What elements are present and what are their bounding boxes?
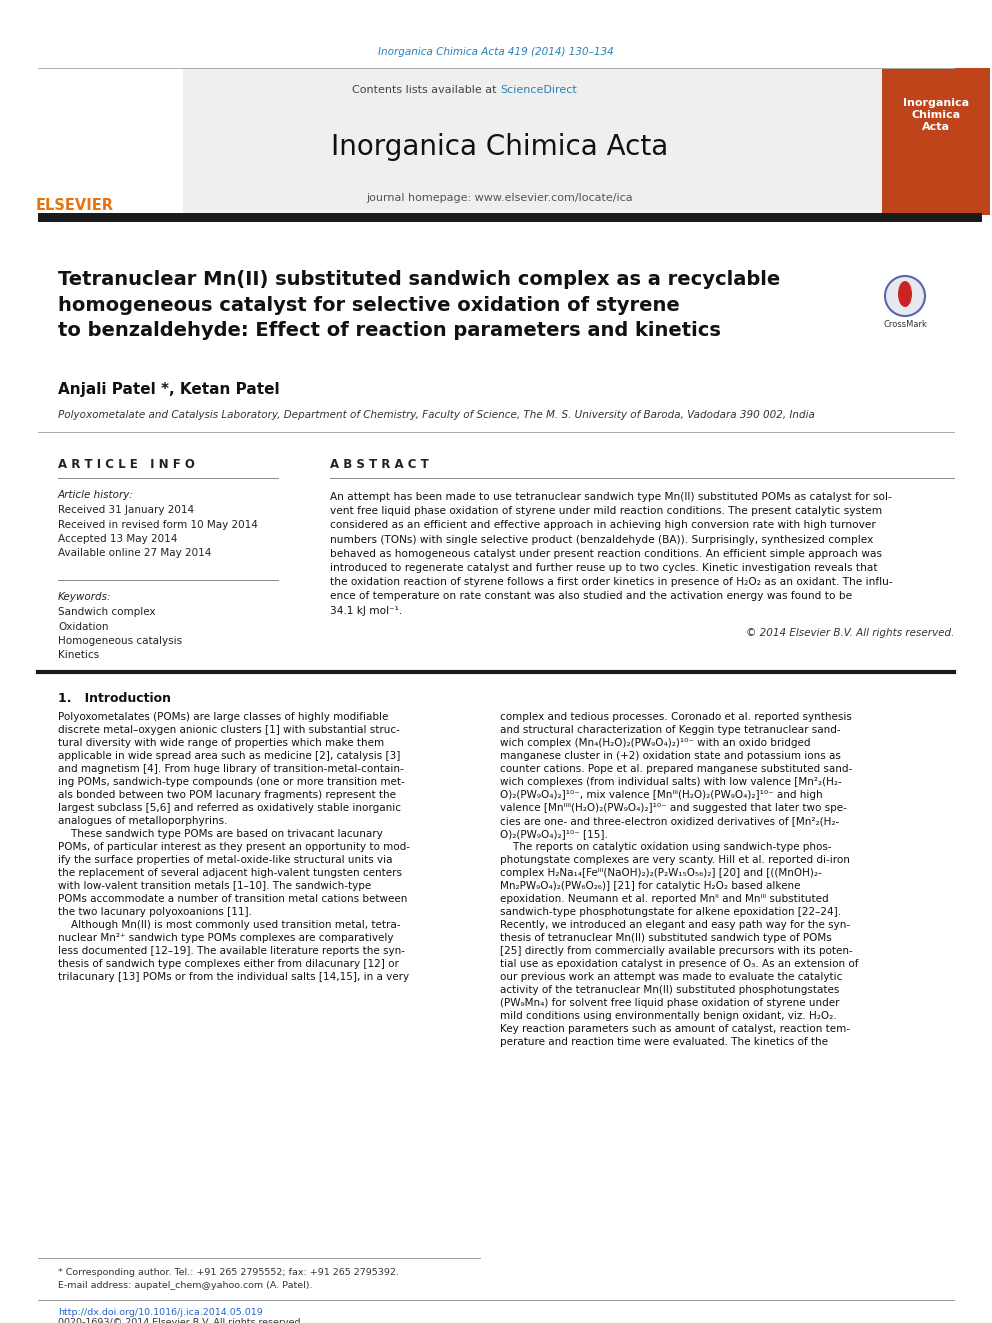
Text: O)₂(PW₉O₄)₂]¹⁰⁻ [15].: O)₂(PW₉O₄)₂]¹⁰⁻ [15]. <box>500 830 608 839</box>
Text: ence of temperature on rate constant was also studied and the activation energy : ence of temperature on rate constant was… <box>330 591 852 602</box>
Text: Inorganica Chimica Acta: Inorganica Chimica Acta <box>331 134 669 161</box>
Text: Polyoxometalate and Catalysis Laboratory, Department of Chemistry, Faculty of Sc: Polyoxometalate and Catalysis Laboratory… <box>58 410 814 419</box>
Text: the oxidation reaction of styrene follows a first order kinetics in presence of : the oxidation reaction of styrene follow… <box>330 577 893 587</box>
Text: tial use as epoxidation catalyst in presence of O₃. As an extension of: tial use as epoxidation catalyst in pres… <box>500 959 858 968</box>
Text: valence [Mnᴵᴵᴵᴵ(H₂O)₂(PW₉O₄)₂]¹⁰⁻ and suggested that later two spe-: valence [Mnᴵᴵᴵᴵ(H₂O)₂(PW₉O₄)₂]¹⁰⁻ and su… <box>500 803 847 814</box>
Text: discrete metal–oxygen anionic clusters [1] with substantial struc-: discrete metal–oxygen anionic clusters [… <box>58 725 400 736</box>
Text: vent free liquid phase oxidation of styrene under mild reaction conditions. The : vent free liquid phase oxidation of styr… <box>330 507 882 516</box>
Text: counter cations. Pope et al. prepared manganese substituted sand-: counter cations. Pope et al. prepared ma… <box>500 763 852 774</box>
Text: 0020-1693/© 2014 Elsevier B.V. All rights reserved.: 0020-1693/© 2014 Elsevier B.V. All right… <box>58 1318 304 1323</box>
Text: our previous work an attempt was made to evaluate the catalytic: our previous work an attempt was made to… <box>500 972 842 982</box>
Text: complex and tedious processes. Coronado et al. reported synthesis: complex and tedious processes. Coronado … <box>500 712 852 722</box>
Text: (PW₉Mn₄) for solvent free liquid phase oxidation of styrene under: (PW₉Mn₄) for solvent free liquid phase o… <box>500 998 839 1008</box>
Text: mild conditions using environmentally benign oxidant, viz. H₂O₂.: mild conditions using environmentally be… <box>500 1011 836 1021</box>
Text: trilacunary [13] POMs or from the individual salts [14,15], in a very: trilacunary [13] POMs or from the indivi… <box>58 972 409 982</box>
Text: and magnetism [4]. From huge library of transition-metal-contain-: and magnetism [4]. From huge library of … <box>58 763 404 774</box>
Bar <box>38 213 982 222</box>
Text: Kinetics: Kinetics <box>58 651 99 660</box>
Text: These sandwich type POMs are based on trivacant lacunary: These sandwich type POMs are based on tr… <box>58 830 383 839</box>
Text: the two lacunary polyoxoanions [11].: the two lacunary polyoxoanions [11]. <box>58 908 252 917</box>
Text: the replacement of several adjacent high-valent tungsten centers: the replacement of several adjacent high… <box>58 868 402 878</box>
Text: Inorganica
Chimica
Acta: Inorganica Chimica Acta <box>903 98 969 132</box>
Bar <box>882 67 990 216</box>
Text: considered as an efficient and effective approach in achieving high conversion r: considered as an efficient and effective… <box>330 520 876 531</box>
Text: Homogeneous catalysis: Homogeneous catalysis <box>58 636 183 646</box>
Text: © 2014 Elsevier B.V. All rights reserved.: © 2014 Elsevier B.V. All rights reserved… <box>746 628 954 638</box>
Text: manganese cluster in (+2) oxidation state and potassium ions as: manganese cluster in (+2) oxidation stat… <box>500 751 841 761</box>
Text: applicable in wide spread area such as medicine [2], catalysis [3]: applicable in wide spread area such as m… <box>58 751 401 761</box>
Text: sandwich-type phosphotungstate for alkene epoxidation [22–24].: sandwich-type phosphotungstate for alken… <box>500 908 841 917</box>
Text: less documented [12–19]. The available literature reports the syn-: less documented [12–19]. The available l… <box>58 946 405 957</box>
Text: wich complexes (from individual salts) with low valence [Mn²₂(H₂-: wich complexes (from individual salts) w… <box>500 777 842 787</box>
Text: Contents lists available at: Contents lists available at <box>352 85 500 95</box>
Text: Article history:: Article history: <box>58 490 134 500</box>
Text: Key reaction parameters such as amount of catalyst, reaction tem-: Key reaction parameters such as amount o… <box>500 1024 850 1035</box>
Text: thesis of tetranuclear Mn(II) substituted sandwich type of POMs: thesis of tetranuclear Mn(II) substitute… <box>500 933 831 943</box>
Text: largest subclass [5,6] and referred as oxidatively stable inorganic: largest subclass [5,6] and referred as o… <box>58 803 401 814</box>
Text: * Corresponding author. Tel.: +91 265 2795552; fax: +91 265 2795392.: * Corresponding author. Tel.: +91 265 27… <box>58 1267 399 1277</box>
Text: als bonded between two POM lacunary fragments) represent the: als bonded between two POM lacunary frag… <box>58 790 396 800</box>
Text: A R T I C L E   I N F O: A R T I C L E I N F O <box>58 458 194 471</box>
Text: introduced to regenerate catalyst and further reuse up to two cycles. Kinetic in: introduced to regenerate catalyst and fu… <box>330 564 878 573</box>
Text: ELSEVIER: ELSEVIER <box>36 197 114 213</box>
Text: Oxidation: Oxidation <box>58 622 108 631</box>
Text: perature and reaction time were evaluated. The kinetics of the: perature and reaction time were evaluate… <box>500 1037 828 1046</box>
Text: cies are one- and three-electron oxidized derivatives of [Mn²₂(H₂-: cies are one- and three-electron oxidize… <box>500 816 839 826</box>
Text: O)₂(PW₉O₄)₂]¹⁰⁻, mix valence [Mnᴵᴵᴵ(H₂O)₂(PW₉O₄)₂]¹⁰⁻ and high: O)₂(PW₉O₄)₂]¹⁰⁻, mix valence [Mnᴵᴵᴵ(H₂O)… <box>500 790 822 800</box>
Text: E-mail address: aupatel_chem@yahoo.com (A. Patel).: E-mail address: aupatel_chem@yahoo.com (… <box>58 1281 312 1290</box>
Text: wich complex (Mn₄(H₂O)₂(PW₉O₄)₂)¹⁰⁻ with an oxido bridged: wich complex (Mn₄(H₂O)₂(PW₉O₄)₂)¹⁰⁻ with… <box>500 738 810 747</box>
Text: Sandwich complex: Sandwich complex <box>58 607 156 617</box>
Text: and structural characterization of Keggin type tetranuclear sand-: and structural characterization of Keggi… <box>500 725 840 736</box>
Text: ing POMs, sandwich-type compounds (one or more transition met-: ing POMs, sandwich-type compounds (one o… <box>58 777 405 787</box>
Text: nuclear Mn²⁺ sandwich type POMs complexes are comparatively: nuclear Mn²⁺ sandwich type POMs complexe… <box>58 933 394 943</box>
Text: 1.   Introduction: 1. Introduction <box>58 692 171 705</box>
Text: Accepted 13 May 2014: Accepted 13 May 2014 <box>58 534 178 544</box>
Text: activity of the tetranuclear Mn(II) substituted phosphotungstates: activity of the tetranuclear Mn(II) subs… <box>500 986 839 995</box>
Text: A B S T R A C T: A B S T R A C T <box>330 458 429 471</box>
Text: Received 31 January 2014: Received 31 January 2014 <box>58 505 194 515</box>
Text: journal homepage: www.elsevier.com/locate/ica: journal homepage: www.elsevier.com/locat… <box>367 193 633 202</box>
Text: Polyoxometalates (POMs) are large classes of highly modifiable: Polyoxometalates (POMs) are large classe… <box>58 712 389 722</box>
Text: Recently, we introduced an elegant and easy path way for the syn-: Recently, we introduced an elegant and e… <box>500 919 850 930</box>
Text: with low-valent transition metals [1–10]. The sandwich-type: with low-valent transition metals [1–10]… <box>58 881 371 890</box>
Text: POMs accommodate a number of transition metal cations between: POMs accommodate a number of transition … <box>58 894 408 904</box>
Text: Anjali Patel *, Ketan Patel: Anjali Patel *, Ketan Patel <box>58 382 280 397</box>
Text: Keywords:: Keywords: <box>58 591 111 602</box>
Text: ScienceDirect: ScienceDirect <box>500 85 576 95</box>
Bar <box>38 67 183 216</box>
Text: Inorganica Chimica Acta 419 (2014) 130–134: Inorganica Chimica Acta 419 (2014) 130–1… <box>378 48 614 57</box>
Text: http://dx.doi.org/10.1016/j.ica.2014.05.019: http://dx.doi.org/10.1016/j.ica.2014.05.… <box>58 1308 263 1316</box>
Text: Available online 27 May 2014: Available online 27 May 2014 <box>58 549 211 558</box>
Text: Received in revised form 10 May 2014: Received in revised form 10 May 2014 <box>58 520 258 529</box>
Text: complex H₂Na₁₄[Feᴵᴵᴵ(NaOH)₂)₂(P₂W₁₅O₅₆)₂] [20] and [((MnOH)₂-: complex H₂Na₁₄[Feᴵᴵᴵ(NaOH)₂)₂(P₂W₁₅O₅₆)₂… <box>500 868 821 878</box>
Text: CrossMark: CrossMark <box>883 320 927 329</box>
Text: Mn₂PW₉O₄)₂(PW₆O₂₆)] [21] for catalytic H₂O₂ based alkene: Mn₂PW₉O₄)₂(PW₆O₂₆)] [21] for catalytic H… <box>500 881 801 890</box>
Circle shape <box>885 277 925 316</box>
Text: epoxidation. Neumann et al. reported Mnᴵᴵ and Mnᴵᴵᴵ substituted: epoxidation. Neumann et al. reported Mnᴵ… <box>500 894 828 904</box>
Text: tural diversity with wide range of properties which make them: tural diversity with wide range of prope… <box>58 738 384 747</box>
Text: POMs, of particular interest as they present an opportunity to mod-: POMs, of particular interest as they pre… <box>58 841 410 852</box>
Text: [25] directly from commercially available precursors with its poten-: [25] directly from commercially availabl… <box>500 946 853 957</box>
Ellipse shape <box>898 280 912 307</box>
Text: Tetranuclear Mn(II) substituted sandwich complex as a recyclable
homogeneous cat: Tetranuclear Mn(II) substituted sandwich… <box>58 270 781 340</box>
Text: 34.1 kJ mol⁻¹.: 34.1 kJ mol⁻¹. <box>330 606 402 615</box>
Text: The reports on catalytic oxidation using sandwich-type phos-: The reports on catalytic oxidation using… <box>500 841 831 852</box>
Text: analogues of metalloporphyrins.: analogues of metalloporphyrins. <box>58 816 227 826</box>
Text: numbers (TONs) with single selective product (benzaldehyde (BA)). Surprisingly, : numbers (TONs) with single selective pro… <box>330 534 873 545</box>
Text: ify the surface properties of metal-oxide-like structural units via: ify the surface properties of metal-oxid… <box>58 855 393 865</box>
Text: thesis of sandwich type complexes either from dilacunary [12] or: thesis of sandwich type complexes either… <box>58 959 399 968</box>
Text: behaved as homogeneous catalyst under present reaction conditions. An efficient : behaved as homogeneous catalyst under pr… <box>330 549 882 558</box>
Text: An attempt has been made to use tetranuclear sandwich type Mn(II) substituted PO: An attempt has been made to use tetranuc… <box>330 492 892 501</box>
Text: photungstate complexes are very scanty. Hill et al. reported di-iron: photungstate complexes are very scanty. … <box>500 855 850 865</box>
Text: Although Mn(II) is most commonly used transition metal, tetra-: Although Mn(II) is most commonly used tr… <box>58 919 401 930</box>
Bar <box>38 67 890 216</box>
